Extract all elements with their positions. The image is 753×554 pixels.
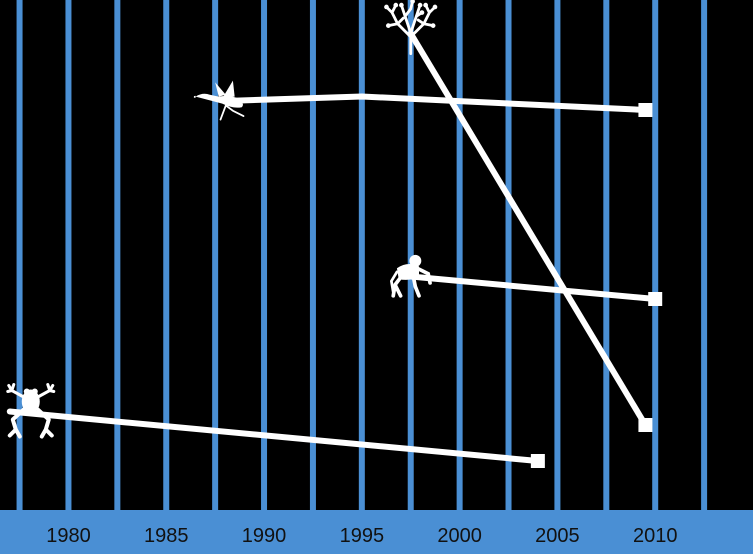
- x-axis-band: [0, 510, 753, 554]
- end-marker: [638, 418, 653, 432]
- end-marker: [530, 454, 545, 468]
- gridline: [505, 0, 512, 510]
- x-tick-label: 1995: [340, 525, 385, 547]
- x-tick-label: 1980: [46, 525, 91, 547]
- gridline: [652, 0, 659, 510]
- gridline: [701, 0, 708, 510]
- gridline: [407, 0, 414, 510]
- gridline: [114, 0, 121, 510]
- gridline: [456, 0, 463, 510]
- gridline: [65, 0, 72, 510]
- end-marker: [648, 292, 663, 306]
- end-marker: [638, 103, 653, 117]
- plot-area: [0, 0, 753, 510]
- series-line: [9, 408, 539, 464]
- gridline: [16, 0, 23, 510]
- x-tick-label: 2005: [535, 525, 580, 547]
- series-line: [410, 273, 656, 302]
- x-tick-label: 1990: [242, 525, 287, 547]
- x-tick-label: 2010: [633, 525, 678, 547]
- gridline: [163, 0, 170, 510]
- gridline: [212, 0, 219, 510]
- x-tick-label: 1985: [144, 525, 189, 547]
- gridline: [554, 0, 561, 510]
- x-tick-label: 2000: [437, 525, 482, 547]
- series-line: [408, 31, 649, 427]
- gridline: [603, 0, 610, 510]
- gridline: [261, 0, 268, 510]
- data-point: [6, 408, 13, 415]
- data-point: [358, 93, 365, 100]
- gridline: [309, 0, 316, 510]
- gridline: [358, 0, 365, 510]
